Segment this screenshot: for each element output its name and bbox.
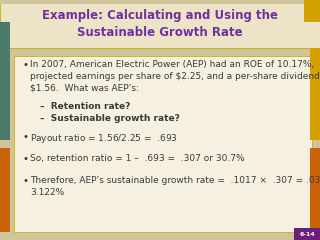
FancyBboxPatch shape: [294, 228, 320, 240]
FancyBboxPatch shape: [0, 148, 10, 232]
Text: In 2007, American Electric Power (AEP) had an ROE of 10.17%,
projected earnings : In 2007, American Electric Power (AEP) h…: [30, 60, 320, 93]
Text: Example: Calculating and Using the
Sustainable Growth Rate: Example: Calculating and Using the Susta…: [42, 9, 278, 39]
FancyBboxPatch shape: [310, 48, 320, 139]
FancyBboxPatch shape: [310, 148, 320, 232]
FancyBboxPatch shape: [14, 56, 312, 232]
Text: –  Retention rate?: – Retention rate?: [40, 102, 130, 111]
Text: Therefore, AEP’s sustainable growth rate =  .1017 ×  .307 = .03122, or
3.122%: Therefore, AEP’s sustainable growth rate…: [30, 176, 320, 197]
FancyBboxPatch shape: [0, 0, 320, 4]
Text: 6-14: 6-14: [299, 232, 315, 236]
Text: •: •: [22, 176, 28, 186]
Text: –  Sustainable growth rate?: – Sustainable growth rate?: [40, 114, 180, 123]
FancyBboxPatch shape: [0, 48, 10, 139]
Text: •: •: [22, 154, 28, 164]
Text: •: •: [22, 132, 28, 142]
Text: Payout ratio = $1.56 / $2.25 =  .693: Payout ratio = $1.56 / $2.25 = .693: [30, 132, 178, 145]
FancyBboxPatch shape: [0, 0, 320, 48]
Text: So, retention ratio = 1 –  .693 =  .307 or 30.7%: So, retention ratio = 1 – .693 = .307 or…: [30, 154, 244, 163]
Text: •: •: [22, 60, 28, 70]
FancyBboxPatch shape: [304, 0, 320, 22]
FancyBboxPatch shape: [0, 22, 10, 48]
